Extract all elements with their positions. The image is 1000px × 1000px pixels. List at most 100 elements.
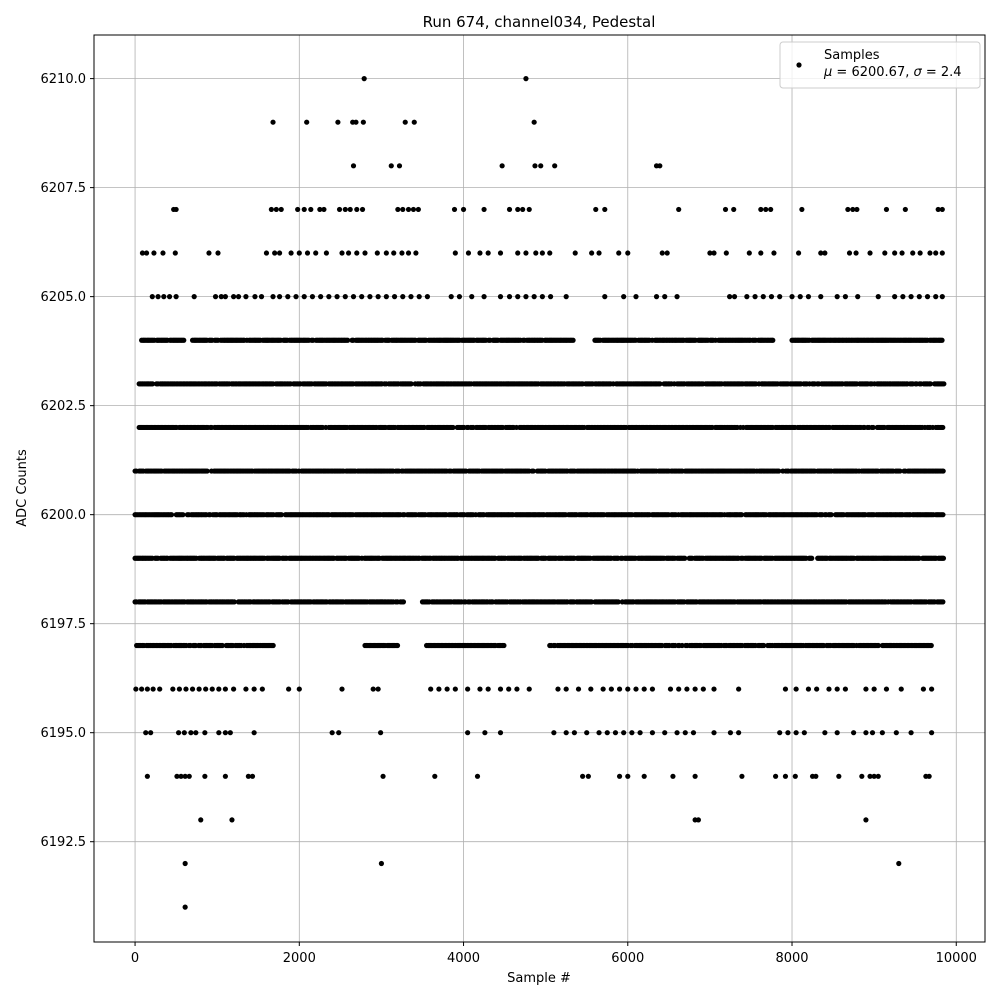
data-point (621, 294, 627, 300)
data-point (727, 294, 733, 300)
data-point (662, 730, 668, 736)
data-point (469, 294, 475, 300)
data-point (383, 294, 389, 300)
data-point (674, 730, 680, 736)
data-point (526, 206, 532, 213)
data-point (203, 686, 209, 692)
data-point (251, 686, 257, 692)
y-tick-label: 6202.5 (41, 399, 87, 414)
data-point (795, 250, 802, 256)
data-point (776, 468, 782, 474)
data-point (768, 294, 775, 300)
data-point (278, 512, 285, 518)
data-point (286, 686, 292, 692)
legend-sigma-value: 2.4 (941, 65, 962, 80)
data-point (383, 250, 389, 256)
data-point (711, 730, 717, 736)
data-point (408, 294, 414, 300)
data-point (760, 294, 766, 300)
data-point (572, 250, 578, 256)
data-point (933, 250, 939, 256)
data-point (222, 773, 228, 779)
x-tick-label: 8000 (775, 951, 808, 966)
data-point (834, 686, 840, 692)
x-tick-label: 6000 (611, 951, 644, 966)
data-point (497, 686, 504, 692)
data-point (144, 686, 150, 692)
data-point (551, 730, 557, 736)
data-point (600, 686, 606, 692)
data-point (270, 294, 276, 300)
data-point (927, 250, 933, 256)
data-point (465, 250, 472, 256)
data-point (370, 686, 376, 692)
data-point (272, 250, 278, 256)
data-point (869, 730, 876, 736)
data-point (313, 250, 319, 256)
data-point (452, 686, 458, 692)
data-point (350, 163, 357, 169)
data-point (526, 686, 532, 692)
data-point (920, 686, 927, 692)
legend-series-name: Samples (824, 48, 880, 63)
data-point (659, 250, 665, 256)
data-point (621, 730, 627, 736)
data-point (633, 294, 639, 300)
data-point (910, 250, 916, 256)
data-points (132, 76, 947, 910)
data-point (334, 294, 340, 300)
data-point (752, 294, 758, 300)
data-point (846, 250, 853, 256)
data-point (818, 294, 824, 300)
data-point (400, 206, 406, 213)
data-point (151, 250, 157, 256)
data-point (908, 294, 914, 300)
data-point (692, 773, 698, 779)
data-point (771, 250, 777, 256)
data-point (186, 773, 192, 779)
data-point (940, 468, 946, 474)
data-point (169, 512, 175, 518)
data-point (695, 817, 702, 823)
data-point (181, 730, 187, 736)
data-point (231, 294, 237, 300)
data-point (354, 250, 360, 256)
data-point (896, 860, 902, 867)
data-point (670, 773, 676, 779)
data-point (160, 250, 166, 256)
data-point (309, 294, 316, 300)
data-point (531, 294, 537, 300)
data-point (448, 294, 454, 300)
data-point (251, 730, 257, 736)
data-point (477, 250, 483, 256)
data-point (400, 599, 407, 605)
data-point (653, 294, 660, 300)
data-point (288, 250, 294, 256)
data-point (530, 468, 536, 474)
data-point (777, 294, 783, 300)
data-point (593, 206, 599, 213)
data-point (360, 119, 366, 125)
data-point (176, 686, 183, 692)
data-point (736, 730, 742, 736)
data-point (763, 206, 769, 213)
data-point (637, 730, 643, 736)
data-point (612, 730, 619, 736)
data-point (183, 686, 189, 692)
data-point (514, 686, 520, 692)
data-point (722, 206, 729, 213)
data-point (375, 686, 381, 692)
data-point (375, 294, 381, 300)
data-point (897, 468, 903, 474)
data-point (822, 250, 828, 256)
data-point (408, 381, 414, 387)
data-point (252, 294, 258, 300)
data-point (596, 730, 602, 736)
data-point (413, 250, 419, 256)
data-point (342, 294, 348, 300)
data-point (657, 163, 663, 169)
data-point (875, 773, 881, 779)
data-point (400, 294, 406, 300)
data-point (793, 730, 799, 736)
